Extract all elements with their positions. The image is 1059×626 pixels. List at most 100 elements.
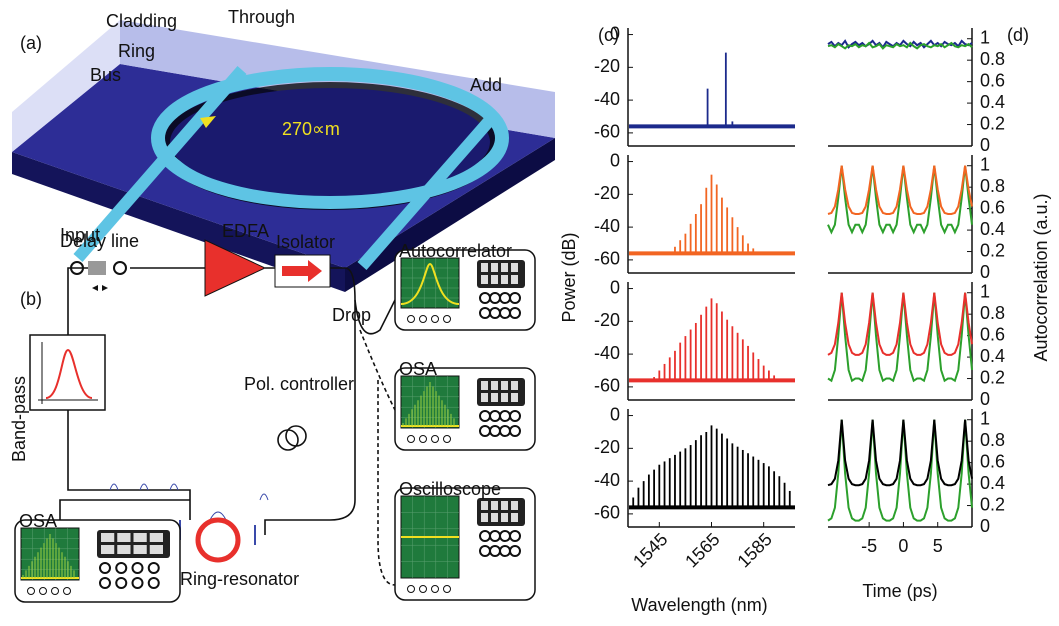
pol-loop [286, 426, 306, 446]
key [491, 393, 498, 402]
button [510, 546, 520, 556]
button [149, 563, 159, 573]
instrument-label: Oscilloscope [399, 479, 501, 499]
knob [444, 316, 451, 323]
y-tick-label: 0 [610, 277, 620, 297]
y-tick-label: -20 [594, 437, 620, 457]
y-tick-label: 0.2 [980, 113, 1005, 133]
key [491, 513, 498, 522]
button [480, 546, 490, 556]
y-tick-label: 0.4 [980, 346, 1005, 366]
y-tick-label: 0.2 [980, 494, 1005, 514]
x-axis-label: Wavelength (nm) [631, 595, 767, 615]
collimator [114, 262, 126, 274]
button [480, 411, 490, 421]
y-tick-label: -40 [594, 470, 620, 490]
button [510, 411, 520, 421]
key [511, 263, 518, 272]
autocorrelation-trace [828, 420, 972, 521]
button [480, 426, 490, 436]
knob [408, 436, 415, 443]
ring-resonator [198, 520, 238, 560]
key [150, 545, 163, 554]
y-tick-label: 0.4 [980, 219, 1005, 239]
key [481, 381, 488, 390]
y-tick-label: -20 [594, 310, 620, 330]
instrument-label: Autocorrelator [399, 241, 512, 261]
button [149, 578, 159, 588]
x-tick-label: 1565 [681, 529, 723, 571]
fiber [378, 380, 395, 585]
key [101, 545, 114, 554]
y-tick-label: -40 [594, 343, 620, 363]
autocorrelation-trace [828, 293, 972, 381]
y-tick-label: 0 [980, 516, 990, 536]
y-tick-label: 0 [980, 389, 990, 409]
button [490, 308, 500, 318]
button [100, 578, 110, 588]
fiber [68, 268, 355, 535]
button [500, 308, 510, 318]
panel-label: (d) [1007, 25, 1029, 45]
button [490, 531, 500, 541]
label: Cladding [106, 11, 177, 31]
figure: (a) Cladding Ring Through Bus Add 270∝m … [0, 0, 1059, 626]
setup-diagram: (b) Delay line EDFA Isolator Band-pass P… [9, 221, 535, 602]
knob [444, 436, 451, 443]
knob [64, 588, 71, 595]
key [134, 545, 147, 554]
key [511, 275, 518, 284]
key [117, 533, 130, 542]
y-tick-label: 0.6 [980, 324, 1005, 344]
button [500, 426, 510, 436]
label: Ring-resonator [180, 569, 299, 589]
y-tick-label: -40 [594, 216, 620, 236]
panel-label: (a) [20, 33, 42, 53]
knob [28, 588, 35, 595]
key [134, 533, 147, 542]
y-tick-label: 0.8 [980, 430, 1005, 450]
knob [432, 586, 439, 593]
y-tick-label: 0.6 [980, 451, 1005, 471]
key [501, 501, 508, 510]
label: Ring [118, 41, 155, 61]
button [480, 531, 490, 541]
button [133, 578, 143, 588]
y-tick-label: 0.6 [980, 70, 1005, 90]
label: Bus [90, 65, 121, 85]
y-tick-label: 0 [610, 404, 620, 424]
button [510, 308, 520, 318]
y-tick-label: -60 [594, 503, 620, 523]
label: Isolator [276, 232, 335, 252]
instrument-label: OSA [399, 359, 437, 379]
key [491, 263, 498, 272]
key [491, 381, 498, 390]
key [481, 513, 488, 522]
key [501, 381, 508, 390]
y-tick-label: 0 [980, 262, 990, 282]
key [501, 393, 508, 402]
knob [408, 316, 415, 323]
knob [420, 586, 427, 593]
arrows [92, 285, 108, 291]
button [490, 411, 500, 421]
key [491, 501, 498, 510]
x-tick-label: 5 [933, 536, 943, 556]
label: Band-pass [9, 376, 29, 462]
key [481, 501, 488, 510]
key [481, 275, 488, 284]
x-tick-label: 1585 [733, 529, 775, 571]
button [116, 578, 126, 588]
knob [420, 316, 427, 323]
key [511, 501, 518, 510]
knob [420, 436, 427, 443]
y-tick-label: 1 [980, 154, 990, 174]
y-tick-label: -20 [594, 56, 620, 76]
knob [432, 436, 439, 443]
y-tick-label: 0 [610, 150, 620, 170]
x-tick-label: -5 [861, 536, 877, 556]
button [500, 531, 510, 541]
panel-label: (c) [598, 25, 619, 45]
button [510, 531, 520, 541]
knob [408, 586, 415, 593]
